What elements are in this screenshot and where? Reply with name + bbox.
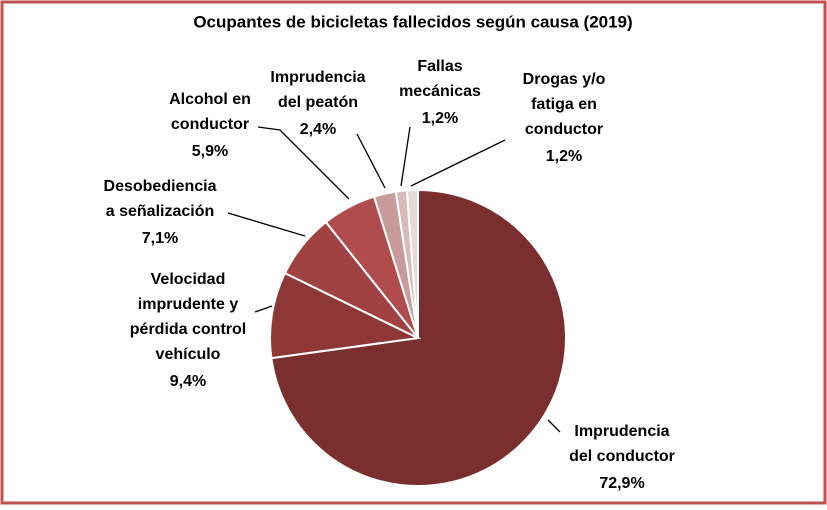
slice-value-label: 7,1% bbox=[142, 230, 178, 247]
chart-title: Ocupantes de bicicletas fallecidos según… bbox=[193, 12, 632, 31]
pie-slice bbox=[269, 271, 422, 360]
slice-label: Drogas y/o bbox=[523, 71, 606, 88]
slice-label: imprudente y bbox=[138, 296, 239, 313]
slice-label: pérdida control bbox=[130, 321, 246, 338]
slice-label: del peatón bbox=[278, 94, 358, 111]
slice-label: Fallas bbox=[417, 58, 462, 75]
leader-line bbox=[547, 419, 561, 433]
slice-value-label: 2,4% bbox=[300, 121, 336, 138]
slice-label: mecánicas bbox=[399, 83, 481, 100]
slice-label: Imprudencia bbox=[574, 423, 669, 440]
slice-value-label: 1,2% bbox=[546, 148, 582, 165]
leader-line bbox=[254, 305, 273, 313]
slice-value-label: 9,4% bbox=[170, 373, 206, 390]
slice-label: Velocidad bbox=[151, 271, 226, 288]
slice-label: fatiga en bbox=[531, 96, 597, 113]
slice-label: Desobediencia bbox=[104, 178, 217, 195]
slice-value-label: 5,9% bbox=[192, 143, 228, 160]
slice-label: vehículo bbox=[156, 346, 221, 363]
slice-value-label: 1,2% bbox=[422, 110, 458, 127]
slice-label: conductor bbox=[171, 116, 249, 133]
slice-label: a señalización bbox=[106, 203, 215, 220]
leader-line bbox=[227, 212, 306, 237]
slice-label: Imprudencia bbox=[270, 69, 365, 86]
leader-line bbox=[410, 139, 506, 187]
slice-label: conductor bbox=[525, 121, 603, 138]
leader-line bbox=[356, 133, 386, 189]
leader-line bbox=[400, 126, 411, 187]
leader-line bbox=[257, 126, 350, 200]
slice-label: Alcohol en bbox=[169, 91, 251, 108]
slice-value-label: 72,9% bbox=[599, 475, 644, 492]
pie-slice bbox=[405, 188, 419, 339]
slice-label: del conductor bbox=[569, 448, 675, 465]
